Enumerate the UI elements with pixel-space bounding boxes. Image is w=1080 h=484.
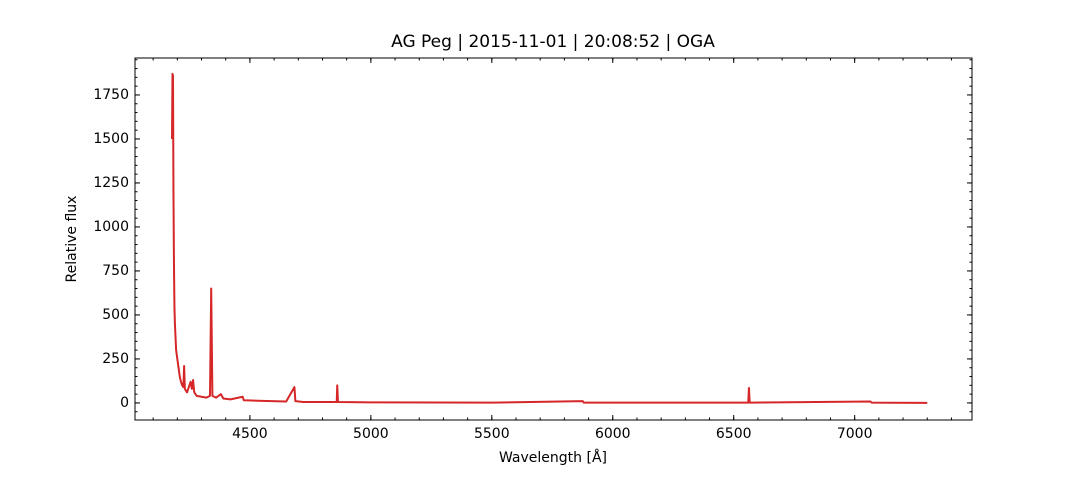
chart-title: AG Peg | 2015-11-01 | 20:08:52 | OGA [391, 32, 715, 52]
y-tick-label: 500 [102, 307, 129, 323]
spectrum-line [171, 72, 928, 404]
y-tick-label: 750 [102, 263, 129, 279]
x-axis-label: Wavelength [Å] [499, 449, 607, 466]
y-tick-label: 1750 [93, 87, 129, 103]
x-tick-label: 6000 [595, 426, 631, 442]
plot-frame [134, 57, 973, 421]
y-axis-label: Relative flux [64, 196, 80, 283]
x-tick-label: 5500 [474, 426, 510, 442]
x-tick-label: 7000 [837, 426, 873, 442]
y-tick-label: 250 [102, 351, 129, 367]
y-tick-label: 0 [120, 395, 129, 411]
y-tick-label: 1000 [93, 219, 129, 235]
x-tick-label: 4500 [232, 426, 268, 442]
x-tick-label: 5000 [353, 426, 389, 442]
x-tick-label: 6500 [716, 426, 752, 442]
y-tick-label: 1500 [93, 131, 129, 147]
y-tick-label: 1250 [93, 175, 129, 191]
